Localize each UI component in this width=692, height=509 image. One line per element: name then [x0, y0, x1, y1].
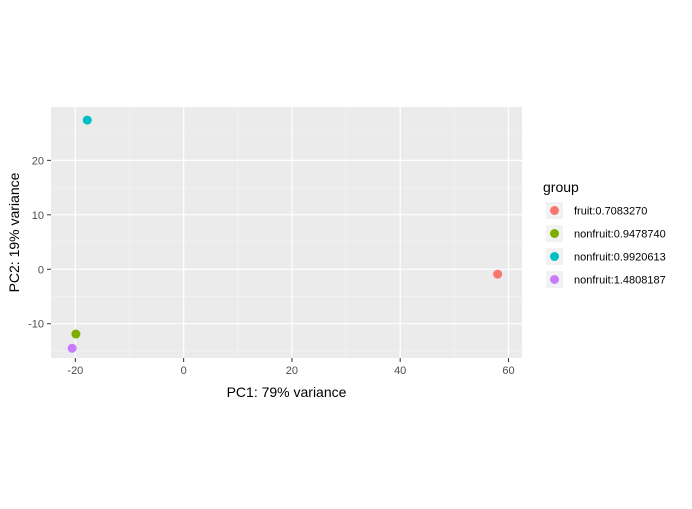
legend-title: group [543, 179, 579, 195]
data-point [82, 115, 92, 125]
minor-gridlines [51, 107, 522, 358]
x-tick-label: 40 [394, 365, 406, 377]
x-tick-label: 20 [286, 365, 298, 377]
major-gridlines [51, 107, 522, 358]
data-point [67, 343, 77, 353]
x-axis-ticks: -20 0 20 40 60 [67, 358, 515, 377]
y-axis-title: PC2: 19% variance [6, 172, 22, 292]
data-point [71, 329, 81, 339]
y-tick-label: 0 [38, 264, 44, 276]
y-tick-label: -10 [28, 319, 44, 331]
x-tick-label: 60 [502, 365, 514, 377]
y-tick-label: 10 [32, 210, 44, 222]
legend: group fruit:0.7083270 nonfruit:0.9478740 n… [543, 179, 666, 288]
legend-label: nonfruit:1.4808187 [574, 275, 666, 287]
legend-marker [550, 275, 559, 284]
y-tick-label: 20 [32, 155, 44, 167]
legend-label: fruit:0.7083270 [574, 206, 647, 218]
legend-label: nonfruit:0.9920613 [574, 252, 666, 264]
plot-panel [51, 107, 522, 358]
legend-marker [550, 229, 559, 238]
data-points [67, 115, 503, 353]
legend-label: nonfruit:0.9478740 [574, 229, 666, 241]
data-point [493, 269, 503, 279]
x-axis-title: PC1: 79% variance [227, 384, 347, 400]
x-tick-label: -20 [67, 365, 83, 377]
legend-marker [550, 252, 559, 261]
y-axis-ticks: -10 0 10 20 [28, 155, 51, 331]
legend-marker [550, 206, 559, 215]
x-tick-label: 0 [181, 365, 187, 377]
